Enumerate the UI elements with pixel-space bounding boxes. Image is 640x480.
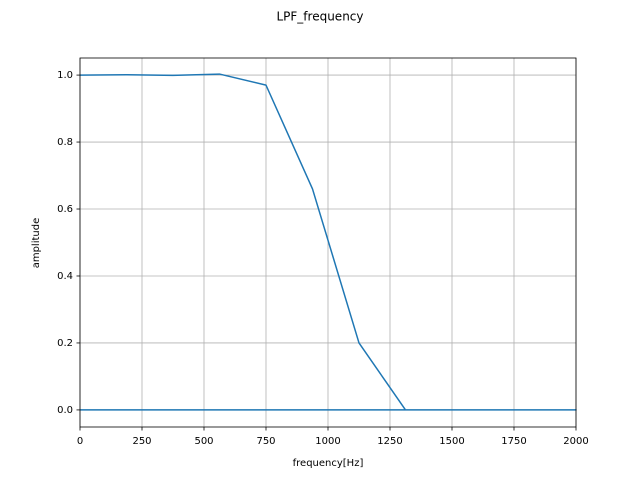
x-tick-label: 250 <box>132 436 151 447</box>
x-tick-label: 2000 <box>563 436 588 447</box>
x-tick-label: 1250 <box>377 436 402 447</box>
x-tick-label: 1500 <box>439 436 464 447</box>
y-axis-label: amplitude <box>31 218 42 269</box>
x-tick-label: 1000 <box>315 436 340 447</box>
x-tick-label: 0 <box>77 436 83 447</box>
x-tick-label: 500 <box>194 436 213 447</box>
plot-area <box>79 73 577 411</box>
data-line <box>79 73 577 411</box>
y-tick-label: 0.4 <box>57 271 73 282</box>
y-tick-label: 0.0 <box>57 405 73 416</box>
y-tick-label: 0.6 <box>57 204 73 215</box>
y-tick-label: 0.2 <box>57 338 73 349</box>
x-tick-label: 1750 <box>501 436 526 447</box>
chart-title: LPF_frequency <box>276 10 363 24</box>
x-axis-label: frequency[Hz] <box>293 458 364 469</box>
y-tick-label: 1.0 <box>57 70 73 81</box>
x-tick-label: 750 <box>256 436 275 447</box>
y-tick-label: 0.8 <box>57 137 73 148</box>
